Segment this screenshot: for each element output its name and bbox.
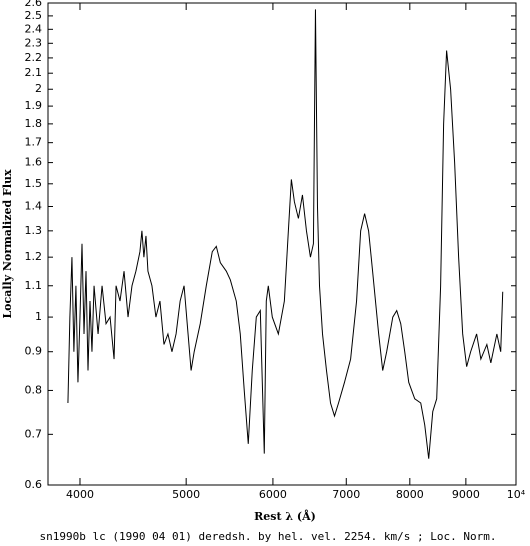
y-tick-label: 1.9 xyxy=(25,99,43,112)
y-tick-label: 2.4 xyxy=(25,22,43,35)
y-axis-label: Locally Normalized Flux xyxy=(1,169,14,319)
y-tick-label: 1.6 xyxy=(25,156,43,169)
y-tick-label: 2.6 xyxy=(25,0,43,9)
plot-frame xyxy=(47,2,517,486)
x-tick-label: 8000 xyxy=(396,488,424,501)
y-tick-label: 1.8 xyxy=(25,117,43,130)
y-tick-label: 1.7 xyxy=(25,136,43,149)
y-tick-label: 2.5 xyxy=(25,9,43,22)
y-tick-label: 0.6 xyxy=(25,478,43,491)
x-tick-label: 10⁴ xyxy=(507,488,526,501)
y-tick-label: 2.1 xyxy=(25,66,43,79)
y-tick-label: 0.8 xyxy=(25,383,43,396)
y-tick-label: 0.7 xyxy=(25,427,43,440)
y-tick-label: 1.2 xyxy=(25,250,43,263)
y-tick-label: 2 xyxy=(35,82,42,95)
y-tick-label: 1 xyxy=(35,310,42,323)
y-tick-label: 1.5 xyxy=(25,177,43,190)
x-tick-label: 6000 xyxy=(259,488,287,501)
y-tick-label: 0.9 xyxy=(25,345,43,358)
x-axis-label: Rest λ (Å) xyxy=(254,509,316,523)
y-tick-label: 1.1 xyxy=(25,279,43,292)
x-tick-label: 5000 xyxy=(172,488,200,501)
y-tick-label: 1.4 xyxy=(25,199,43,212)
y-tick-label: 1.3 xyxy=(25,224,43,237)
x-tick-label: 7000 xyxy=(332,488,360,501)
y-tick-label: 2.3 xyxy=(25,36,43,49)
caption: sn1990b lc (1990 04 01) deredsh. by hel.… xyxy=(40,530,497,543)
x-tick-label: 9000 xyxy=(452,488,480,501)
y-tick-label: 2.2 xyxy=(25,51,43,64)
x-tick-label: 4000 xyxy=(66,488,94,501)
spectrum-line xyxy=(67,9,504,459)
